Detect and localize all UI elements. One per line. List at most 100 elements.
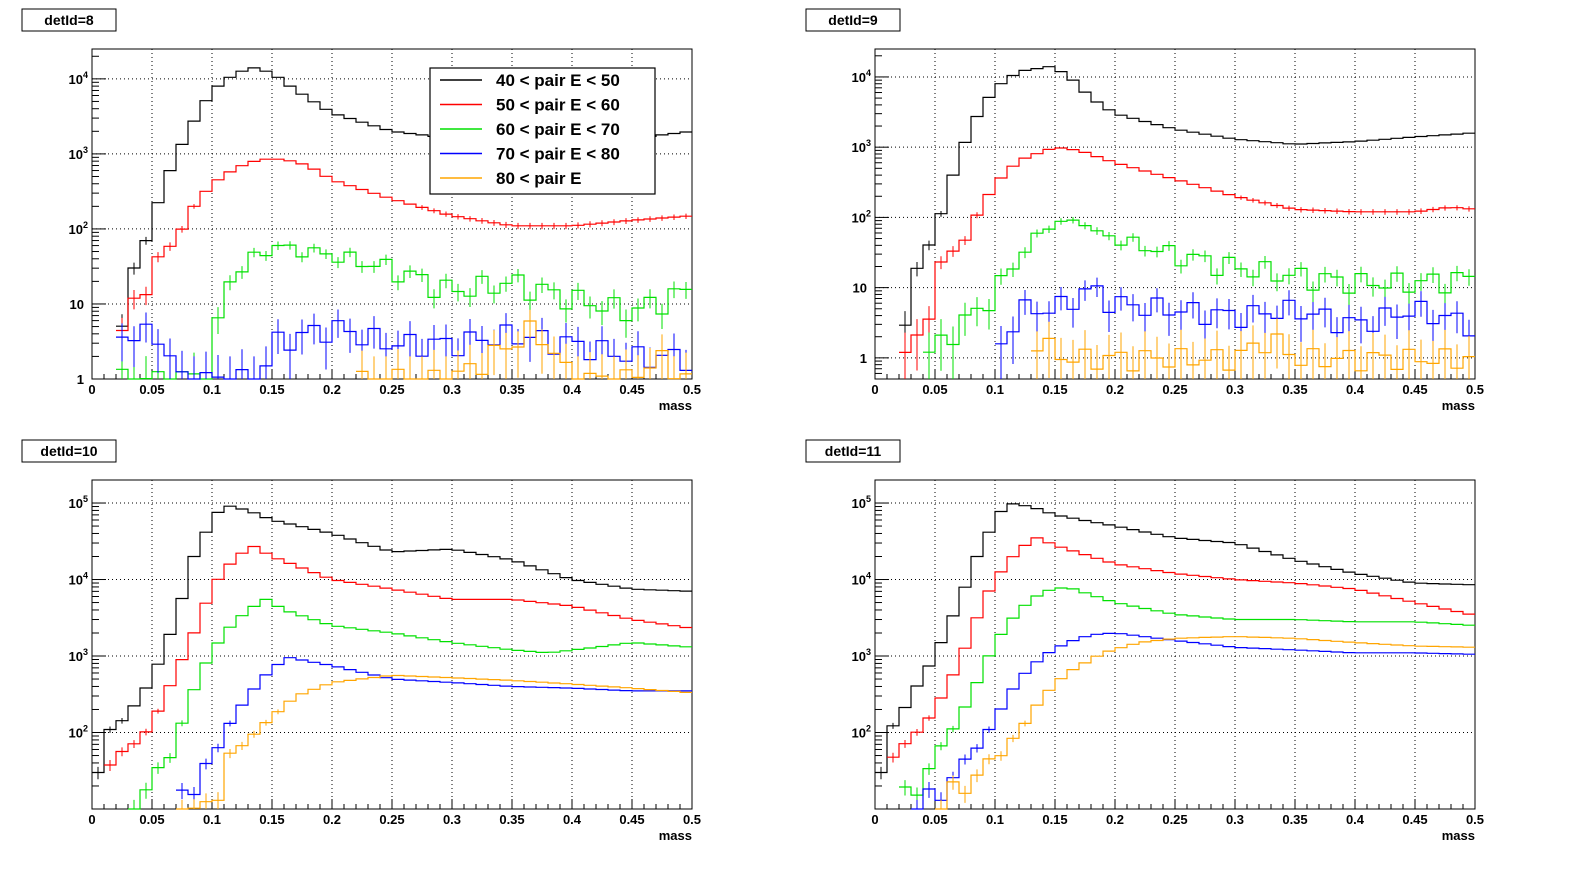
y-tick-label: 1 (77, 372, 84, 387)
x-tick-label: 0.5 (1466, 812, 1484, 827)
x-tick-label: 0.4 (1346, 382, 1365, 397)
y-tick-label: 104 (69, 571, 88, 588)
y-tick-label: 103 (69, 647, 88, 664)
pad-title-box: detId=8 (21, 8, 117, 32)
legend-label: 40 < pair E < 50 (496, 71, 620, 90)
x-tick-label: 0.05 (922, 812, 947, 827)
x-tick-label: 0 (88, 812, 95, 827)
x-tick-label: 0.25 (379, 812, 404, 827)
x-tick-label: 0.2 (323, 382, 341, 397)
series-line (128, 598, 692, 810)
histogram-pad-1: detId=9 0 0.05 0.1 0.15 0.2 0.25 0.3 0.35 0.4 0.45… (805, 8, 1484, 413)
x-tick-label: 0.2 (323, 812, 341, 827)
legend-label: 70 < pair E < 80 (496, 145, 620, 164)
x-tick-label: 0.35 (499, 812, 524, 827)
y-tick-label: 104 (852, 68, 871, 85)
x-tick-label: 0.35 (1282, 382, 1307, 397)
x-tick-label: 0.2 (1106, 812, 1124, 827)
x-tick-label: 0.05 (922, 382, 947, 397)
y-tick-label: 103 (852, 138, 871, 155)
x-tick-label: 0.35 (499, 382, 524, 397)
series-line (1031, 333, 1475, 372)
x-axis-title: mass (659, 828, 692, 843)
x-tick-label: 0.25 (1162, 382, 1187, 397)
x-tick-label: 0.15 (259, 812, 284, 827)
x-tick-label: 0.4 (563, 382, 582, 397)
pad-title: detId=8 (44, 12, 94, 28)
pad-title-box: detId=10 (21, 439, 117, 463)
x-axis-title: mass (1442, 828, 1475, 843)
y-tick-label: 104 (69, 70, 88, 87)
series-line (116, 158, 692, 332)
series-3 (116, 309, 692, 380)
x-tick-label: 0.4 (1346, 812, 1365, 827)
series-line (176, 657, 692, 796)
y-tick-label: 104 (852, 571, 871, 588)
x-tick-label: 0.3 (1226, 382, 1244, 397)
legend-entry: 60 < pair E < 70 (440, 120, 620, 139)
series-line (116, 244, 692, 380)
x-tick-label: 0.45 (619, 812, 644, 827)
y-tick-label: 103 (852, 647, 871, 664)
series-2 (116, 241, 692, 380)
pad-title-box: detId=9 (805, 8, 901, 32)
pad-title-box: detId=11 (805, 439, 901, 463)
pad-title: detId=11 (825, 443, 882, 459)
y-tick-label: 102 (852, 724, 871, 741)
series-line (104, 545, 692, 766)
y-tick-label: 102 (852, 208, 871, 225)
legend-label: 60 < pair E < 70 (496, 120, 620, 139)
x-tick-label: 0.35 (1282, 812, 1307, 827)
legend-entry: 80 < pair E (440, 169, 582, 188)
x-tick-label: 0.45 (619, 382, 644, 397)
y-tick-label: 102 (69, 220, 88, 237)
series-3 (911, 632, 1475, 810)
x-tick-label: 0.05 (139, 812, 164, 827)
series-line (356, 320, 692, 380)
x-axis-title: mass (659, 398, 692, 413)
x-tick-label: 0.05 (139, 382, 164, 397)
series-0 (875, 503, 1475, 780)
series-3 (176, 657, 692, 805)
x-tick-label: 0.3 (443, 812, 461, 827)
series-line (176, 674, 692, 810)
legend-entry: 70 < pair E < 80 (440, 145, 620, 164)
series-line (875, 503, 1475, 774)
x-tick-label: 0.5 (683, 382, 701, 397)
series-line (935, 636, 1475, 810)
x-tick-label: 0.25 (379, 382, 404, 397)
legend-label: 80 < pair E (496, 169, 582, 188)
x-tick-label: 0.25 (1162, 812, 1187, 827)
pad-title: detId=10 (40, 443, 97, 459)
x-axis-title: mass (1442, 398, 1475, 413)
series-4 (356, 309, 692, 380)
x-tick-label: 0.1 (203, 382, 221, 397)
x-tick-label: 0.1 (203, 812, 221, 827)
y-tick-label: 10 (70, 297, 84, 312)
x-tick-label: 0.5 (683, 812, 701, 827)
x-tick-label: 0.3 (1226, 812, 1244, 827)
y-tick-label: 103 (69, 145, 88, 162)
legend-entry: 50 < pair E < 60 (440, 96, 620, 115)
series-line (899, 587, 1475, 796)
x-tick-label: 0 (871, 812, 878, 827)
series-line (887, 537, 1475, 758)
series-line (92, 505, 692, 774)
x-tick-label: 0.2 (1106, 382, 1124, 397)
histogram-pad-0: detId=8 0 0.05 0.1 0.15 0.2 0.25 0.3 0.35 0.4 0.45… (21, 8, 701, 413)
y-tick-label: 102 (69, 724, 88, 741)
y-tick-label: 105 (852, 494, 871, 511)
series-2 (128, 598, 692, 810)
histogram-pad-3: detId=11 0 0.05 0.1 0.15 0.2 0.25 0.3 0.35 0.4 0.4… (805, 439, 1484, 843)
x-tick-label: 0.1 (986, 812, 1004, 827)
x-tick-label: 0.5 (1466, 382, 1484, 397)
y-tick-label: 1 (860, 351, 867, 366)
x-tick-label: 0 (871, 382, 878, 397)
series-line (116, 320, 692, 380)
x-tick-label: 0.45 (1402, 382, 1427, 397)
y-tick-label: 105 (69, 494, 88, 511)
series-line (923, 219, 1475, 353)
x-tick-label: 0.3 (443, 382, 461, 397)
x-tick-label: 0.1 (986, 382, 1004, 397)
